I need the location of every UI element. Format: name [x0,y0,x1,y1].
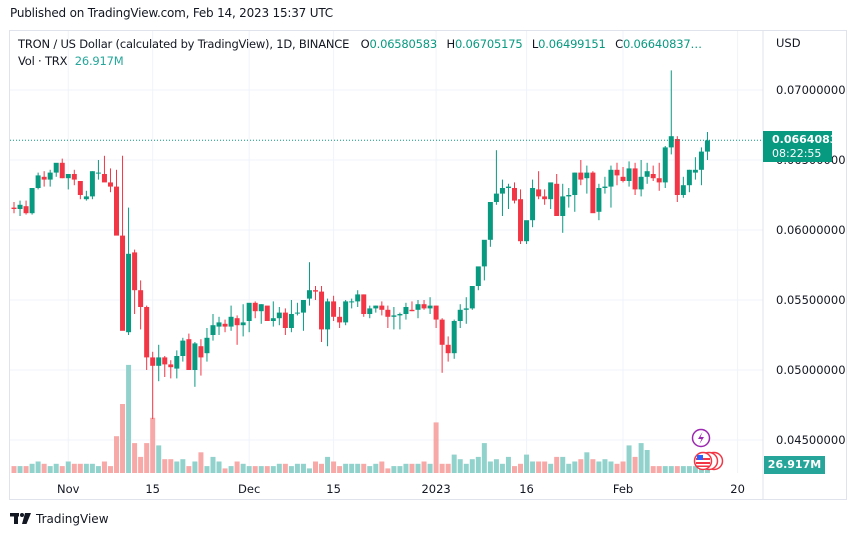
price-tick-label: 0.07000000 [776,83,846,97]
volume-value: 26.917M [74,54,124,68]
candlesticks [11,70,710,419]
us-flag-icon [693,451,713,471]
tradingview-logo[interactable]: TradingView [10,512,109,526]
currency-label[interactable]: USD [776,36,801,50]
published-info: Published on TradingView.com, Feb 14, 20… [10,6,333,20]
price-tick-label: 0.04500000 [776,433,846,447]
last-price-badge: 0.06640837 08:22:55 [763,131,846,162]
close-value: 0.06640837… [622,37,702,51]
symbol-row: TRON / US Dollar (calculated by TradingV… [18,36,702,53]
time-tick-label: Nov [57,482,80,496]
price-tick-label: 0.05500000 [776,293,846,307]
volume-bars [11,364,710,473]
last-price-value: 0.06640837 [772,133,846,146]
low-value: 0.06499151 [538,37,606,51]
open-label: O [360,37,370,51]
volume-row: Vol · TRX 26.917M [18,53,702,70]
volume-badge: 26.917M [764,456,825,474]
time-tick-label: 15 [326,482,341,496]
time-tick-label: Feb [613,482,633,496]
tradingview-logo-icon [10,513,31,524]
price-tick-label: 0.06000000 [776,223,846,237]
open-value: 0.06580583 [369,37,438,51]
time-tick-label: 20 [730,482,745,496]
event-icons[interactable] [691,428,724,471]
chart-legend: TRON / US Dollar (calculated by TradingV… [18,36,702,70]
time-tick-label: 15 [145,482,160,496]
chart-frame [9,30,847,500]
tradingview-brand: TradingView [36,512,109,526]
low-label: L [531,37,539,51]
time-axis[interactable]: Nov 15 Dec 15 2023 16 Feb 20 [57,482,745,496]
lightning-event-icon[interactable] [691,428,711,448]
time-tick-label: Dec [238,482,260,496]
grid-lines [10,31,763,473]
high-label: H [446,37,455,51]
close-label: C [615,37,623,51]
symbol-title[interactable]: TRON / US Dollar (calculated by TradingV… [18,37,350,51]
bar-countdown: 08:22:55 [772,147,822,160]
price-tick-label: 0.05000000 [776,363,846,377]
time-tick-label: 2023 [421,482,450,496]
volume-label[interactable]: Vol · TRX [18,54,68,68]
time-tick-label: 16 [519,482,534,496]
high-value: 0.06705175 [454,37,523,51]
us-economic-event-icons[interactable] [693,451,724,471]
